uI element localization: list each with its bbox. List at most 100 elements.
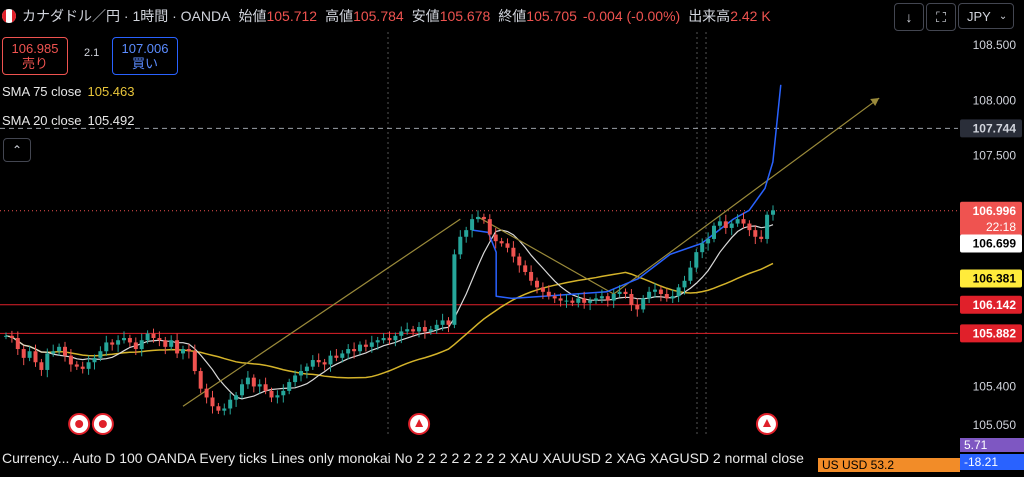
pane-badge-1: 5.71 bbox=[960, 438, 1024, 452]
candle-body bbox=[293, 375, 298, 383]
buy-price: 107.006 bbox=[121, 41, 169, 56]
scroll-down-button[interactable]: ↓ bbox=[894, 3, 924, 31]
price-label-box bbox=[960, 234, 1022, 253]
candle-body bbox=[481, 216, 486, 220]
candle-body bbox=[700, 243, 705, 253]
sma75-legend[interactable]: SMA 75 close 105.463 bbox=[2, 84, 135, 99]
candle-body bbox=[759, 236, 764, 239]
candle-body bbox=[33, 351, 38, 363]
candle-body bbox=[765, 214, 770, 239]
candle-body bbox=[411, 329, 416, 332]
candle-body bbox=[747, 223, 752, 231]
trend-arrow-icon bbox=[870, 98, 880, 107]
candle-body bbox=[169, 340, 174, 347]
candle-body bbox=[629, 293, 634, 306]
candle-body bbox=[546, 291, 551, 297]
sma75-label: SMA 75 close bbox=[2, 84, 82, 99]
candle-body bbox=[623, 291, 628, 294]
candle-body bbox=[599, 296, 604, 299]
candle-body bbox=[340, 353, 345, 358]
candle-body bbox=[529, 271, 534, 281]
candle-body bbox=[210, 397, 215, 407]
candle-body bbox=[63, 346, 67, 356]
candle-body bbox=[670, 296, 675, 299]
price-label-box bbox=[960, 295, 1022, 314]
candle-body bbox=[523, 265, 528, 272]
candle-body bbox=[464, 230, 469, 237]
candle-body bbox=[275, 395, 280, 398]
candle-body bbox=[487, 219, 492, 235]
candle-body bbox=[110, 342, 115, 345]
candle-body bbox=[771, 210, 775, 215]
candle-body bbox=[51, 351, 56, 354]
candle-body bbox=[251, 377, 256, 387]
candle-body bbox=[653, 289, 657, 292]
candle-body bbox=[198, 371, 203, 389]
candle-body bbox=[157, 338, 162, 341]
change-value: -0.004 (-0.00%) bbox=[582, 8, 681, 24]
candle-body bbox=[582, 298, 587, 303]
candle-body bbox=[304, 366, 309, 372]
candle-body bbox=[605, 296, 610, 301]
candle-body bbox=[434, 324, 439, 330]
sma20-label: SMA 20 close bbox=[2, 113, 82, 128]
price-label: 106.996 bbox=[973, 204, 1017, 218]
candle-body bbox=[151, 333, 156, 339]
currency-select[interactable]: JPY ⌄ bbox=[958, 3, 1014, 29]
candle-body bbox=[688, 267, 693, 281]
candle-body bbox=[735, 219, 740, 224]
candle-body bbox=[717, 221, 722, 226]
candle-body bbox=[104, 342, 109, 352]
price-label-box bbox=[960, 201, 1022, 236]
pane-price-scale: 5.71 -18.21 bbox=[960, 436, 1024, 472]
trendline bbox=[613, 97, 880, 295]
candle-body bbox=[729, 223, 734, 228]
high-label: 高値 bbox=[325, 8, 354, 24]
y-tick-label: 105.050 bbox=[973, 418, 1017, 432]
candle-body bbox=[540, 287, 545, 292]
candle-body bbox=[74, 364, 79, 367]
sell-price: 106.985 bbox=[11, 41, 59, 56]
y-tick-label: 107.500 bbox=[973, 148, 1017, 162]
volume-value: 2.42 K bbox=[730, 8, 771, 24]
candle-body bbox=[57, 346, 62, 352]
candle-body bbox=[428, 329, 433, 332]
symbol-title[interactable]: カナダドル／円 · 1時間 · OANDA bbox=[22, 8, 231, 24]
candle-body bbox=[682, 280, 687, 288]
candle-body bbox=[387, 338, 392, 341]
candle-body bbox=[27, 351, 32, 358]
candle-body bbox=[369, 342, 374, 347]
candle-body bbox=[576, 298, 581, 303]
candle-body bbox=[712, 225, 716, 239]
candle-body bbox=[15, 338, 20, 350]
fullscreen-button[interactable]: ⛶ bbox=[926, 3, 956, 31]
chevron-up-icon: ⌃ bbox=[11, 143, 23, 157]
forecast-curve bbox=[472, 84, 782, 300]
candle-body bbox=[346, 349, 351, 354]
fullscreen-icon: ⛶ bbox=[936, 8, 946, 25]
candle-body bbox=[92, 357, 97, 363]
countdown-label: 22:18 bbox=[986, 220, 1016, 234]
japan-flag-dot bbox=[98, 420, 107, 428]
candle-body bbox=[417, 327, 421, 332]
price-label-box bbox=[960, 119, 1022, 138]
candle-body bbox=[440, 320, 445, 325]
sell-button[interactable]: 106.985 売り bbox=[2, 37, 68, 75]
candle-body bbox=[641, 298, 646, 310]
candle-body bbox=[594, 298, 598, 301]
sma20-legend[interactable]: SMA 20 close 105.492 bbox=[2, 113, 135, 128]
candle-body bbox=[741, 219, 746, 224]
candle-body bbox=[86, 362, 91, 369]
candle-body bbox=[216, 406, 221, 411]
candle-body bbox=[45, 353, 50, 370]
collapse-legend-button[interactable]: ⌃ bbox=[3, 138, 31, 162]
price-label: 105.882 bbox=[973, 326, 1017, 340]
candle-body bbox=[499, 241, 504, 244]
candle-body bbox=[558, 298, 563, 301]
buy-button[interactable]: 107.006 買い bbox=[112, 37, 178, 75]
candle-body bbox=[611, 293, 616, 301]
candle-body bbox=[186, 349, 191, 352]
candle-body bbox=[505, 243, 510, 248]
